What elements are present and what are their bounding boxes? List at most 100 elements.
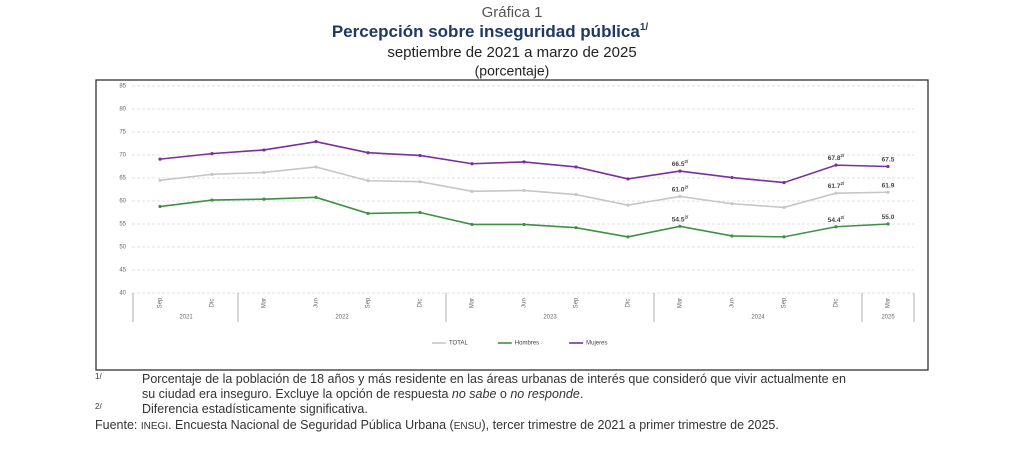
italic-run: no sabe [452,387,497,401]
data-label: 61.02/ [672,185,689,194]
footnote-line: Diferencia estadísticamente significativ… [142,402,368,416]
legend-label: Hombres [515,341,539,347]
x-group-label: 2022 [335,315,349,321]
data-point [262,148,266,152]
x-group-label: 2024 [751,315,765,321]
data-point [626,235,630,239]
data-label-value: 67.8 [828,155,841,162]
data-point [574,192,578,197]
x-group-label: 2025 [881,315,895,321]
text-run: su ciudad era inseguro. Excluye la opció… [142,387,452,401]
data-point [418,180,422,184]
data-label: 55.0 [882,214,895,221]
data-label-note: 2/ [684,214,689,219]
data-label-value: 61.0 [672,186,685,193]
data-point [314,195,318,199]
x-tick-label: Sep [782,297,788,308]
footnote-mark: 2/ [95,402,102,411]
text-run: . [580,387,583,401]
data-point [262,170,266,175]
data-point [782,205,786,210]
data-point [834,225,838,229]
data-label: 61.9 [882,182,895,189]
data-point [626,203,630,207]
x-tick-label: Mar [262,298,268,308]
subtitle: septiembre de 2021 a marzo de 2025 [387,44,636,61]
data-point [886,164,890,169]
source-note: Fuente: INEGI. Encuesta Nacional de Segu… [95,418,779,432]
data-label-note: 2/ [840,215,845,220]
data-point [730,175,734,180]
unit-label: (porcentaje) [475,63,550,79]
series-line [159,196,889,238]
data-point [366,179,370,183]
x-tick-label: Dic [210,299,216,308]
data-point [730,234,734,238]
legend-label: Mujeres [586,341,607,347]
text-run: Diferencia estadísticamente significativ… [142,402,368,416]
data-point [314,165,318,169]
x-tick-label: Mar [886,298,892,308]
data-label-value: 66.5 [672,161,685,168]
data-point [470,222,474,227]
y-tick-label: 45 [119,268,126,274]
data-label: 66.52/ [672,159,689,168]
data-point [158,178,162,182]
chart-title: Percepción sobre inseguridad pública1/ [332,22,649,42]
data-point [158,204,162,209]
x-tick-label: Sep [158,297,164,308]
data-point [678,194,682,198]
data-point [210,152,214,156]
chart: 40 45 50 55 60 65 70 75 80 85 Sep Dic 2021 Mar Jun Sep D… [119,84,915,347]
data-point [470,189,474,193]
data-point [574,226,578,230]
footnote-line: su ciudad era inseguro. Excluye la opció… [142,387,583,401]
data-point [886,222,890,226]
data-point [730,202,734,206]
data-label: 67.82/ [828,153,845,162]
data-point [314,140,318,144]
data-label-value: 54.4 [828,216,841,223]
data-point [418,210,422,215]
x-tick-label: Mar [678,298,684,308]
data-label-value: 61.7 [828,183,841,190]
data-point [522,222,526,227]
y-tick-label: 85 [119,84,126,90]
data-point [366,211,370,216]
y-tick-label: 75 [119,130,126,136]
data-point [678,169,682,173]
y-tick-label: 55 [119,222,126,228]
x-tick-label: Dic [418,299,424,308]
data-label-note: 2/ [840,153,845,158]
data-label: 54.52/ [672,214,689,223]
data-label-note: 2/ [684,185,689,190]
data-point [626,177,630,181]
data-point [678,224,682,228]
data-label-value: 54.5 [672,216,685,223]
figure-label: Gráfica 1 [482,4,543,21]
x-tick-label: Jun [730,298,736,308]
x-tick-label: Jun [314,298,320,308]
data-point [470,162,474,166]
y-tick-label: 60 [119,199,126,205]
data-point [262,197,266,201]
chart-title-text: Percepción sobre inseguridad pública [332,22,641,41]
x-tick-label: Dic [834,299,840,308]
data-label-note: 2/ [840,181,845,186]
data-label-value: 61.9 [882,182,895,189]
y-tick-label: 50 [119,245,126,251]
data-point [158,157,162,161]
data-point [886,190,890,194]
data-label-value: 67.5 [882,156,895,163]
data-label-value: 55.0 [882,214,895,221]
data-point [210,198,214,202]
footnotes: 1/Porcentaje de la población de 18 años … [95,372,846,432]
italic-run: no responde [510,387,580,401]
small-caps-run: INEGI [141,421,168,432]
text-run: Fuente: [95,418,141,432]
data-point [522,160,526,164]
data-point [574,165,578,169]
legend-label: TOTAL [449,341,468,347]
footnote-mark: 1/ [95,372,102,381]
